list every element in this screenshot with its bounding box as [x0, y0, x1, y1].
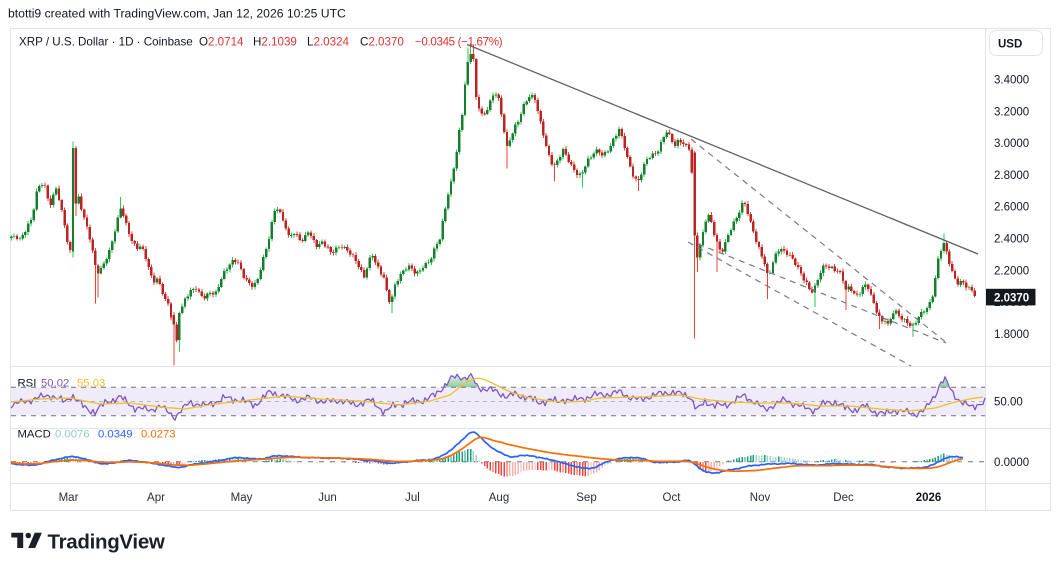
svg-text:2.6000: 2.6000	[994, 202, 1029, 214]
svg-text:H: H	[253, 36, 261, 49]
svg-text:2.0370: 2.0370	[994, 293, 1029, 305]
svg-text:XRP / U.S. Dollar · 1D · Coinb: XRP / U.S. Dollar · 1D · Coinbase	[19, 36, 193, 49]
svg-text:2.0714: 2.0714	[208, 36, 244, 49]
svg-text:Dec: Dec	[833, 492, 854, 504]
svg-text:Oct: Oct	[663, 492, 682, 504]
svg-text:1.8000: 1.8000	[994, 329, 1029, 341]
svg-text:RSI: RSI	[18, 378, 37, 390]
svg-text:50.02: 50.02	[41, 378, 69, 390]
svg-text:Sep: Sep	[576, 492, 596, 504]
svg-text:btotti9 created with TradingVi: btotti9 created with TradingView.com, Ja…	[8, 7, 346, 21]
svg-text:Apr: Apr	[147, 492, 165, 504]
svg-text:0.0273: 0.0273	[141, 429, 176, 441]
svg-text:C: C	[360, 36, 368, 49]
svg-text:50.00: 50.00	[994, 397, 1023, 409]
svg-text:0.0076: 0.0076	[55, 429, 90, 441]
svg-text:O: O	[199, 36, 208, 49]
svg-text:2.0324: 2.0324	[314, 36, 350, 49]
svg-text:MACD: MACD	[18, 429, 51, 441]
svg-text:May: May	[231, 492, 253, 504]
svg-text:−0.0345 (−1.67%): −0.0345 (−1.67%)	[415, 36, 503, 49]
svg-text:0.0000: 0.0000	[994, 457, 1029, 469]
svg-text:USD: USD	[998, 39, 1022, 51]
svg-text:L: L	[307, 36, 314, 49]
svg-text:0.0349: 0.0349	[98, 429, 133, 441]
svg-text:55.03: 55.03	[77, 378, 105, 390]
svg-text:Jul: Jul	[405, 492, 420, 504]
svg-text:Mar: Mar	[59, 492, 79, 504]
svg-text:Aug: Aug	[489, 492, 509, 504]
svg-text:2026: 2026	[916, 492, 942, 504]
svg-text:2.4000: 2.4000	[994, 234, 1029, 246]
svg-text:2.2000: 2.2000	[994, 265, 1029, 277]
svg-text:3.2000: 3.2000	[994, 106, 1029, 118]
svg-text:2.1039: 2.1039	[261, 36, 296, 49]
svg-text:3.4000: 3.4000	[994, 75, 1029, 87]
svg-text:Jun: Jun	[318, 492, 337, 504]
svg-text:TradingView: TradingView	[48, 531, 165, 554]
svg-text:2.0370: 2.0370	[368, 36, 403, 49]
svg-text:3.0000: 3.0000	[994, 138, 1029, 150]
svg-text:2.8000: 2.8000	[994, 170, 1029, 182]
svg-text:Nov: Nov	[750, 492, 771, 504]
